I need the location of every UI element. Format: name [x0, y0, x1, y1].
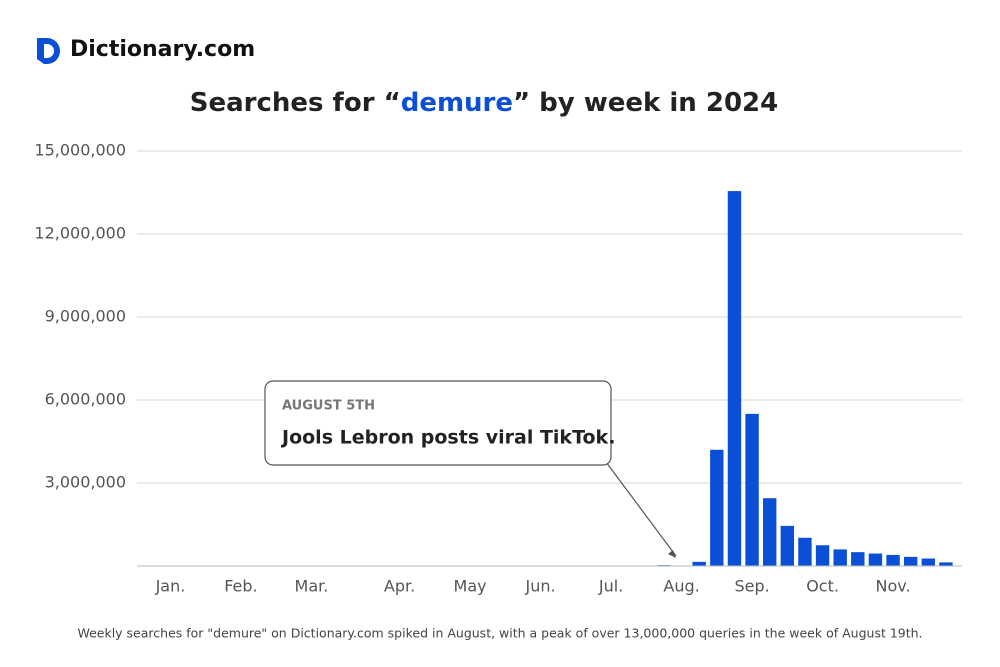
- bar: [851, 552, 865, 566]
- bar: [939, 562, 953, 566]
- bar: [921, 558, 936, 566]
- bar: [710, 449, 724, 566]
- y-tick-label: 6,000,000: [45, 390, 126, 409]
- annotation-date: AUGUST 5TH: [282, 399, 375, 414]
- y-tick-label: 15,000,000: [34, 141, 126, 160]
- x-tick-label: Jan.: [155, 577, 186, 596]
- y-tick-label: 9,000,000: [45, 307, 126, 326]
- x-tick-label: Oct.: [806, 577, 839, 596]
- bar: [868, 553, 883, 566]
- title-after: ” by week in 2024: [513, 88, 778, 118]
- bar: [745, 413, 759, 566]
- title-keyword: demure: [401, 88, 513, 118]
- annotation-text: Jools Lebron posts viral TikTok.: [280, 427, 615, 449]
- x-tick-label: Feb.: [224, 577, 257, 596]
- logo-icon-cutout: [44, 44, 54, 58]
- bar: [798, 537, 812, 566]
- bar: [780, 525, 795, 566]
- x-tick-label: Jul.: [598, 577, 623, 596]
- x-tick-label: Nov.: [876, 577, 911, 596]
- bar: [762, 498, 777, 566]
- x-tick-label: Mar.: [295, 577, 329, 596]
- title-before: Searches for “: [190, 88, 401, 118]
- y-tick-label: 12,000,000: [34, 224, 126, 243]
- x-tick-label: Apr.: [384, 577, 415, 596]
- annotation: AUGUST 5TH Jools Lebron posts viral TikT…: [264, 380, 677, 558]
- chart-title: Searches for “demure” by week in 2024: [190, 88, 778, 118]
- bar: [727, 191, 742, 566]
- x-tick-label: Aug.: [663, 577, 699, 596]
- bar: [886, 554, 900, 566]
- x-tick-label: May: [454, 577, 487, 596]
- annotation-arrow: [605, 461, 677, 557]
- bar: [815, 545, 830, 566]
- grid: 3,000,000 6,000,000 9,000,000 12,000,000 15,…: [34, 141, 962, 492]
- annotation-box: [264, 380, 612, 466]
- y-tick-label: 3,000,000: [45, 473, 126, 492]
- logo: Dictionary.com: [37, 37, 255, 64]
- bar: [833, 549, 847, 566]
- bar: [692, 561, 706, 566]
- bar: [903, 556, 918, 566]
- caption: Weekly searches for "demure" on Dictiona…: [77, 626, 922, 641]
- brand: Dictionary.com: [70, 37, 255, 62]
- x-tick-label: Jun.: [525, 577, 556, 596]
- annotation-arrowhead: [668, 550, 676, 558]
- x-tick-label: Sep.: [734, 577, 769, 596]
- bars: Jan. Feb. Mar. Apr. May Jun. Jul. Aug. Sep. Oct. N…: [155, 191, 953, 596]
